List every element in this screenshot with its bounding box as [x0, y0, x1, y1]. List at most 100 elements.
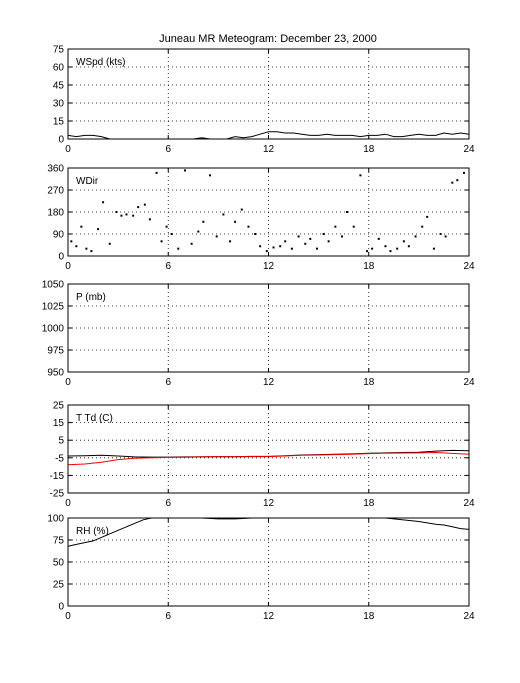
data-point [284, 240, 287, 243]
data-point [341, 235, 344, 238]
x-tick-label: 18 [363, 261, 375, 272]
data-point [160, 240, 163, 243]
data-point [462, 171, 465, 174]
data-point [209, 174, 212, 177]
x-tick-label: 6 [165, 498, 171, 509]
data-point [85, 247, 88, 250]
data-point [190, 242, 193, 245]
data-point [197, 230, 200, 233]
x-tick-label: 24 [463, 377, 475, 388]
data-point [352, 225, 355, 228]
y-tick-label: 0 [58, 135, 64, 146]
y-tick-label: 45 [53, 81, 65, 92]
y-tick-label: 15 [53, 418, 65, 429]
data-point [102, 201, 105, 204]
data-point [451, 181, 454, 184]
data-point [183, 169, 186, 172]
x-tick-label: 18 [363, 144, 375, 155]
data-point [125, 213, 128, 216]
data-point [215, 235, 218, 238]
x-tick-label: 12 [263, 144, 275, 155]
x-tick-label: 0 [65, 377, 71, 388]
data-point [80, 225, 83, 228]
y-tick-label: 90 [53, 230, 65, 241]
data-point [177, 247, 180, 250]
panel-wspd: 0 6 12 18 24 0 15 30 45 60 75 WSpd (kts) [53, 45, 475, 156]
y-tick-label: 5 [58, 436, 64, 447]
data-point [432, 247, 435, 250]
data-point [75, 245, 78, 248]
data-point [304, 242, 307, 245]
x-tick-label: 12 [263, 261, 275, 272]
data-point [137, 206, 140, 209]
y-tick-label: 25 [53, 401, 65, 412]
y-tick-label: 100 [47, 514, 64, 525]
panel-label: T Td (C) [76, 413, 113, 424]
x-tick-label: 0 [65, 261, 71, 272]
data-point [115, 211, 118, 213]
data-point [170, 233, 173, 235]
data-point [120, 214, 123, 217]
y-tick-label: 975 [47, 346, 64, 357]
x-tick-label: 18 [363, 498, 375, 509]
data-point [148, 218, 151, 221]
y-tick-label: 1050 [42, 280, 65, 291]
data-point [334, 225, 337, 228]
data-point [229, 240, 232, 243]
data-point [371, 247, 374, 250]
data-point [222, 213, 225, 216]
y-tick-label: 50 [53, 558, 65, 569]
data-point [402, 240, 405, 243]
x-tick-label: 12 [263, 498, 275, 509]
data-point [309, 237, 312, 240]
data-point [444, 235, 447, 238]
y-tick-label: 950 [47, 368, 64, 379]
data-point [426, 215, 429, 218]
data-point [132, 214, 135, 217]
data-point [279, 245, 282, 248]
x-tick-label: 24 [463, 611, 475, 622]
y-tick-label: 30 [53, 99, 65, 110]
series-line-1 [67, 451, 470, 466]
x-tick-label: 0 [65, 144, 71, 155]
data-point [259, 245, 262, 248]
y-tick-label: 1025 [42, 302, 65, 313]
x-tick-label: 18 [363, 377, 375, 388]
panel-temp: 0 6 12 18 24 -25 -15 -5 5 15 25 T Td (C) [50, 401, 475, 510]
x-tick-label: 6 [165, 377, 171, 388]
data-point [377, 237, 380, 240]
data-point [384, 245, 387, 248]
data-point [70, 240, 73, 243]
data-point [202, 220, 205, 223]
y-tick-label: 25 [53, 580, 65, 591]
data-point [247, 225, 250, 228]
data-point [90, 250, 93, 253]
y-tick-label: 360 [47, 164, 64, 175]
x-tick-label: 6 [165, 611, 171, 622]
data-point [396, 247, 399, 250]
data-point [272, 246, 275, 249]
data-point [346, 211, 349, 213]
panel-rh: 0 6 12 18 24 0 25 50 75 100 RH (%) [47, 514, 475, 623]
data-point [290, 247, 293, 250]
data-point [366, 250, 369, 253]
panel-label: WDir [76, 176, 99, 187]
y-tick-label: 270 [47, 186, 64, 197]
data-point [240, 208, 243, 211]
data-point [155, 171, 158, 174]
data-point [359, 174, 362, 177]
data-point [439, 233, 442, 235]
y-tick-label: 180 [47, 208, 64, 219]
y-tick-label: 60 [53, 63, 65, 74]
data-point [234, 220, 237, 223]
x-tick-label: 6 [165, 144, 171, 155]
x-tick-label: 24 [463, 498, 475, 509]
y-tick-label: -5 [55, 453, 64, 464]
data-point [421, 225, 424, 228]
y-tick-label: 0 [58, 602, 64, 613]
data-point [389, 250, 392, 253]
panel-label: P (mb) [76, 292, 106, 303]
x-tick-label: 0 [65, 498, 71, 509]
